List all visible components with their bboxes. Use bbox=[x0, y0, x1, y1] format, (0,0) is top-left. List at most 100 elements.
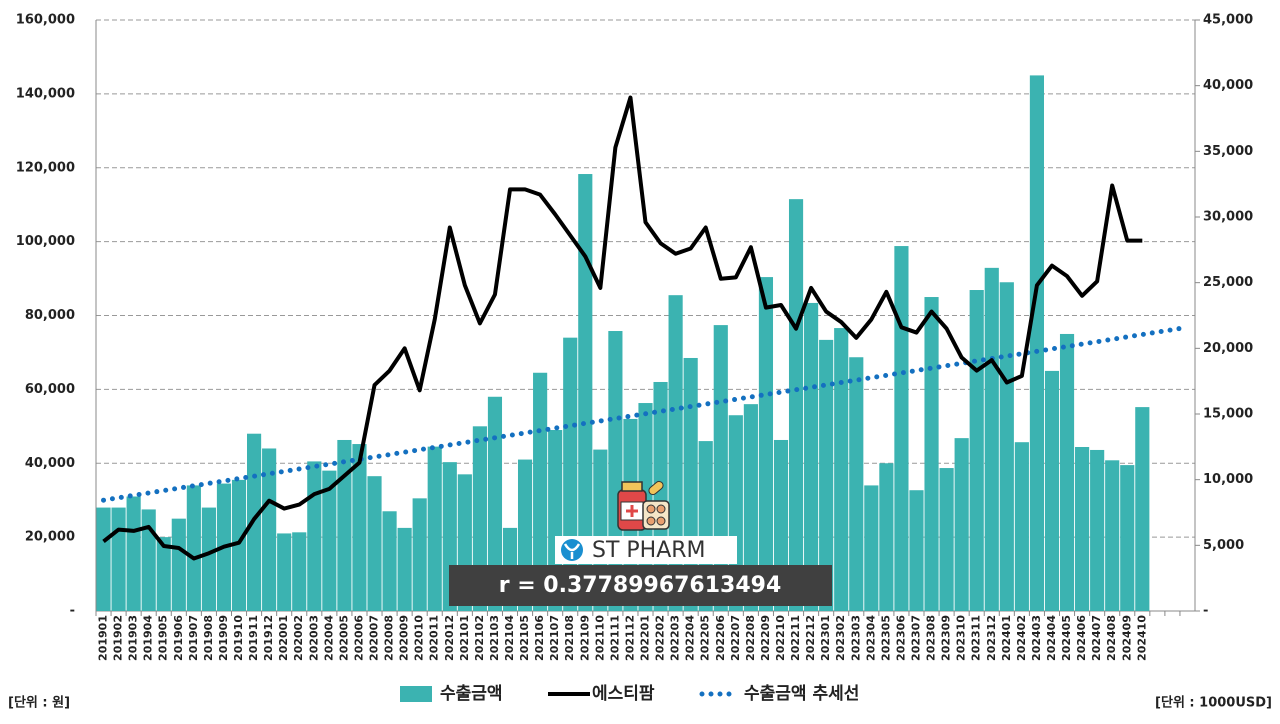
bar bbox=[1075, 446, 1090, 611]
x-tick-label: 202110 bbox=[593, 615, 606, 661]
trend-line bbox=[101, 324, 1190, 503]
bar bbox=[201, 507, 216, 611]
bar bbox=[1044, 370, 1060, 611]
x-tick-label: 202408 bbox=[1105, 615, 1118, 661]
x-tick-label: 202203 bbox=[669, 615, 682, 661]
bar bbox=[412, 498, 427, 611]
x-tick-label: 202209 bbox=[759, 615, 772, 661]
bar bbox=[1014, 442, 1029, 611]
y-tick-label: 140,000 bbox=[16, 86, 75, 101]
annotation-box bbox=[449, 565, 832, 606]
bar bbox=[111, 507, 126, 611]
x-tick-label: 202009 bbox=[398, 615, 411, 661]
bar bbox=[262, 448, 277, 611]
bar bbox=[1029, 75, 1045, 611]
x-tick-label: 201911 bbox=[247, 615, 260, 661]
legend-swatch bbox=[400, 686, 432, 702]
bar bbox=[367, 476, 382, 611]
x-tick-label: 201912 bbox=[262, 615, 275, 661]
bar bbox=[879, 463, 894, 611]
x-tick-label: 202309 bbox=[940, 615, 953, 661]
x-tick-label: 202308 bbox=[925, 615, 938, 661]
x-tick-label: 202005 bbox=[337, 615, 350, 661]
bar bbox=[171, 518, 186, 611]
bar bbox=[292, 532, 307, 611]
y2-tick-label: 15,000 bbox=[1203, 407, 1253, 422]
x-tick-label: 202402 bbox=[1015, 615, 1028, 661]
bar bbox=[969, 290, 984, 611]
logo-icon bbox=[617, 480, 670, 531]
x-tick-label: 202310 bbox=[955, 615, 968, 661]
x-tick-label: 202406 bbox=[1075, 615, 1088, 661]
y2-tick-label: 20,000 bbox=[1203, 341, 1253, 356]
bar bbox=[186, 485, 201, 611]
y-tick-label: 60,000 bbox=[25, 382, 75, 397]
x-tick-label: 202306 bbox=[894, 615, 907, 661]
pill-pack bbox=[642, 500, 670, 530]
bar bbox=[533, 372, 548, 611]
bar bbox=[352, 444, 367, 611]
bar bbox=[834, 328, 849, 611]
cross bbox=[626, 505, 638, 517]
y-tick-label: 120,000 bbox=[16, 160, 75, 175]
bar bbox=[231, 479, 247, 611]
y-tick-label: - bbox=[70, 604, 75, 619]
y-tick-label: 100,000 bbox=[16, 234, 75, 249]
x-tick-label: 202108 bbox=[563, 615, 576, 661]
bar bbox=[924, 297, 939, 611]
x-tick-label: 202312 bbox=[985, 615, 998, 661]
x-tick-label: 201901 bbox=[97, 615, 110, 661]
pill bbox=[646, 516, 656, 526]
x-tick-label: 201909 bbox=[217, 615, 230, 661]
y-tick-label: 20,000 bbox=[25, 530, 75, 545]
y-tick-label: 80,000 bbox=[25, 308, 75, 323]
x-tick-label: 201905 bbox=[157, 615, 170, 661]
x-tick-label: 202105 bbox=[518, 615, 531, 661]
line bbox=[102, 95, 1143, 561]
x-tick-label: 202206 bbox=[714, 615, 727, 661]
bar bbox=[141, 509, 156, 611]
bar bbox=[322, 470, 337, 611]
y2-tick-label: 30,000 bbox=[1203, 210, 1253, 225]
bar bbox=[668, 295, 683, 611]
x-tick-label: 202001 bbox=[277, 615, 290, 661]
bar bbox=[743, 404, 758, 611]
capsule bbox=[648, 480, 664, 496]
x-tick-label: 202008 bbox=[383, 615, 396, 661]
bar bbox=[788, 199, 804, 611]
y2-tick-label: 35,000 bbox=[1203, 144, 1253, 159]
bar bbox=[156, 537, 171, 611]
bar bbox=[96, 507, 111, 611]
y-tick-label: 40,000 bbox=[25, 456, 75, 471]
y2-tick-label: - bbox=[1203, 604, 1208, 619]
x-tick-label: 201907 bbox=[187, 615, 200, 661]
x-tick-label: 202403 bbox=[1030, 615, 1043, 661]
x-tick-label: 201908 bbox=[202, 615, 215, 661]
bar bbox=[337, 439, 352, 611]
bar bbox=[1090, 449, 1105, 611]
bar bbox=[1120, 465, 1135, 611]
bottle-cap bbox=[621, 481, 643, 492]
x-tick-label: 202007 bbox=[368, 615, 381, 661]
x-tick-label: 202303 bbox=[849, 615, 862, 661]
y2-unit-label: [단위 : 1000USD] bbox=[1155, 695, 1272, 711]
x-tick-label: 202405 bbox=[1060, 615, 1073, 661]
bar bbox=[954, 438, 969, 611]
x-tick-label: 202404 bbox=[1045, 615, 1058, 661]
x-tick-label: 202409 bbox=[1120, 615, 1133, 661]
x-tick-label: 202210 bbox=[774, 615, 787, 661]
x-tick-label: 202208 bbox=[744, 615, 757, 661]
pill bbox=[656, 516, 666, 526]
bar bbox=[804, 302, 819, 611]
x-tick-label: 202202 bbox=[654, 615, 667, 661]
x-tick-label: 202410 bbox=[1135, 615, 1148, 661]
x-tick-label: 202004 bbox=[322, 615, 335, 661]
x-tick-label: 202109 bbox=[578, 615, 591, 661]
y2-tick-label: 10,000 bbox=[1203, 472, 1253, 487]
bar bbox=[427, 446, 442, 611]
x-tick-label: 202006 bbox=[352, 615, 365, 661]
x-tick-label: 202212 bbox=[804, 615, 817, 661]
x-tick-label: 201903 bbox=[127, 615, 140, 661]
x-tick-label: 201910 bbox=[232, 615, 245, 661]
